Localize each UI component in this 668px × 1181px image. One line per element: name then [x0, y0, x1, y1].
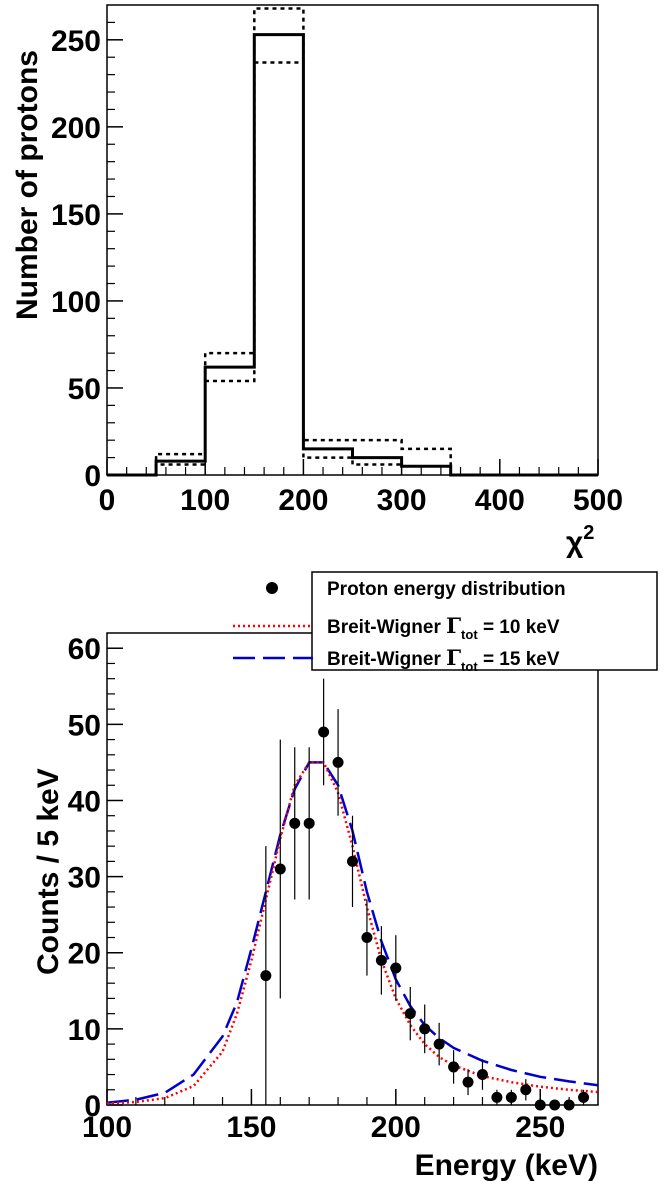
legend-entry-bw10: Breit-Wigner Γtot = 10 keV [233, 613, 560, 642]
data-point [549, 1099, 561, 1111]
data-point [375, 954, 387, 966]
histogram-dotted-lower [107, 61, 598, 477]
legend-dot-marker [266, 582, 278, 594]
legend-entry-data: Proton energy distribution [266, 579, 566, 600]
y-tick-label: 60 [68, 633, 101, 666]
data-point [505, 1091, 517, 1103]
x-tick-label: 250 [515, 1111, 565, 1144]
data-point [534, 1099, 546, 1111]
y-tick-label: 20 [68, 938, 101, 971]
data-point [448, 1061, 460, 1073]
data-point [390, 962, 402, 974]
legend-label-bw10: Breit-Wigner Γtot = 10 keV [327, 613, 560, 642]
legend-entry-bw15: Breit-Wigner Γtot = 15 keV [233, 645, 560, 674]
histogram-x-axis-label: χ2 [566, 522, 594, 559]
data-point [433, 1038, 445, 1050]
data-point [289, 817, 301, 829]
histogram-x-ticks: 0 100 200 300 400 500 [99, 459, 623, 517]
data-point [520, 1084, 532, 1096]
y-tick-label: 50 [68, 709, 101, 742]
histogram-solid [107, 33, 598, 477]
x-tick-label: 100 [180, 484, 230, 517]
legend: Proton energy distribution Breit-Wigner … [233, 571, 658, 674]
data-point [274, 863, 286, 875]
data-point [404, 1008, 416, 1020]
x-tick-label: 0 [99, 484, 116, 517]
energy-x-ticks: 100 150 200 250 [82, 1089, 570, 1144]
y-tick-label: 0 [84, 460, 101, 493]
histogram-series [107, 7, 598, 477]
curve-bw-10kev [106, 761, 599, 1105]
x-tick-label: 400 [475, 484, 525, 517]
y-tick-label: 30 [68, 862, 101, 895]
legend-label-bw15: Breit-Wigner Γtot = 15 keV [327, 645, 560, 674]
energy-panel: 0 10 20 30 40 50 60 100 150 200 250 Counts / 5 ke… [32, 571, 658, 1181]
data-point [419, 1023, 431, 1035]
histogram-panel: 0 50 100 150 200 250 0 100 200 300 400 500 Number … [11, 4, 623, 559]
histogram-frame [106, 4, 599, 476]
y-tick-label: 150 [51, 199, 101, 232]
y-tick-label: 10 [68, 1014, 101, 1047]
y-tick-label: 200 [51, 112, 101, 145]
data-point [462, 1076, 474, 1088]
data-point [491, 1091, 503, 1103]
energy-x-axis-label: Energy (keV) [415, 1149, 598, 1181]
data-point [563, 1099, 575, 1111]
data-point [347, 855, 358, 867]
data-point [332, 756, 344, 768]
energy-y-axis-label: Counts / 5 keV [32, 768, 65, 975]
histogram-dotted-upper [107, 7, 598, 477]
data-point [260, 970, 272, 982]
y-tick-label: 50 [68, 373, 101, 406]
y-tick-label: 100 [51, 286, 101, 319]
energy-points [260, 678, 590, 1111]
data-point [303, 817, 315, 829]
x-tick-label: 500 [573, 484, 623, 517]
data-point [476, 1069, 488, 1081]
histogram-y-ticks: 0 50 100 150 200 250 [51, 21, 123, 493]
energy-y-ticks: 0 10 20 30 40 50 60 [68, 633, 123, 1123]
curve-bw-15kev [106, 761, 599, 1104]
histogram-y-axis-label: Number of protons [11, 50, 44, 320]
y-tick-label: 250 [51, 25, 101, 58]
energy-curves [106, 761, 599, 1105]
x-tick-label: 100 [82, 1111, 132, 1144]
data-point [578, 1091, 590, 1103]
x-tick-label: 150 [226, 1111, 276, 1144]
data-point [361, 932, 373, 944]
x-tick-label: 200 [278, 484, 328, 517]
legend-label-data: Proton energy distribution [327, 579, 566, 600]
y-tick-label: 40 [68, 785, 101, 818]
y-tick-label: 0 [84, 1090, 101, 1123]
x-tick-label: 300 [377, 484, 427, 517]
x-tick-label: 200 [371, 1111, 421, 1144]
legend-box [311, 571, 658, 671]
data-point [318, 726, 330, 738]
